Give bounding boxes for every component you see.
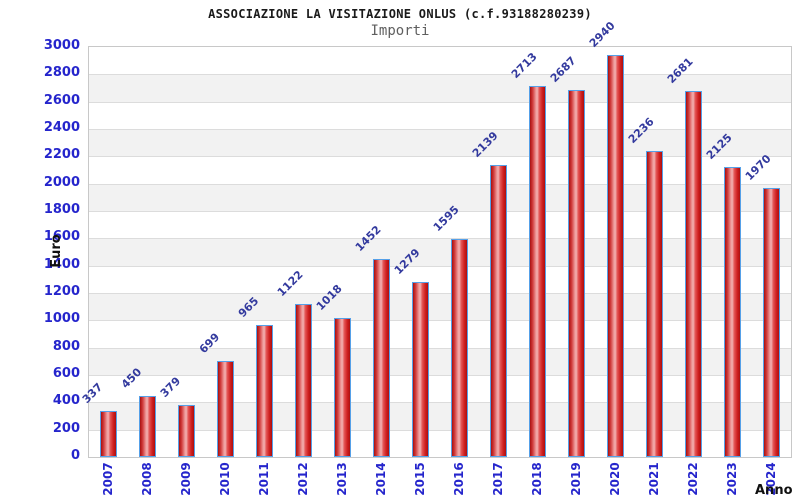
x-tick-label: 2013 <box>334 462 349 496</box>
x-axis-title: Anno <box>755 483 793 498</box>
chart-subtitle: Importi <box>370 23 430 39</box>
y-tick-label: 3000 <box>43 38 80 53</box>
y-tick-label: 200 <box>52 420 80 436</box>
y-tick-label: 1000 <box>43 311 80 327</box>
bar-2017 <box>490 164 507 457</box>
x-tick-label: 2015 <box>412 462 427 496</box>
x-tick-label: 2016 <box>451 462 466 496</box>
y-tick-label: 0 <box>70 448 80 463</box>
bar-2013 <box>334 317 351 457</box>
bar-2008 <box>139 395 156 457</box>
y-tick-label: 1800 <box>43 202 80 217</box>
x-tick-label: 2018 <box>529 462 544 496</box>
grid-band <box>89 156 791 184</box>
bar-2007 <box>100 410 117 457</box>
x-tick-label: 2021 <box>646 462 661 496</box>
bar-2010 <box>217 361 234 457</box>
bar-2022 <box>685 90 702 457</box>
x-tick-label: 2023 <box>724 462 739 496</box>
bar-2011 <box>256 325 273 457</box>
x-tick-label: 2014 <box>373 462 388 496</box>
x-tick-label: 2011 <box>256 462 271 496</box>
bar-2012 <box>295 303 312 457</box>
y-axis-title: Euro <box>49 234 64 268</box>
bar-2016 <box>451 239 468 457</box>
bar-2009 <box>178 405 195 457</box>
grid-band <box>89 183 791 211</box>
x-tick-label: 2009 <box>178 462 193 496</box>
x-tick-label: 2022 <box>685 462 700 496</box>
grid-band <box>89 402 791 430</box>
x-tick-label: 2010 <box>217 462 232 496</box>
y-tick-label: 600 <box>52 366 80 381</box>
y-tick-label: 800 <box>52 338 80 354</box>
bar-2019 <box>568 89 585 457</box>
bar-2015 <box>412 282 429 457</box>
y-tick-label: 1400 <box>43 256 80 272</box>
grid-band <box>89 265 791 293</box>
plot-area: 337 450 379 699 965 1122 1018 1452 1279 1595 2139 2… <box>80 19 792 458</box>
chart-title: ASSOCIAZIONE LA VISITAZIONE ONLUS (c.f.9… <box>208 7 592 21</box>
grid-band <box>89 129 791 157</box>
y-tick-label: 2000 <box>43 174 80 190</box>
bar-2024 <box>763 187 780 457</box>
grid-band <box>89 101 791 129</box>
grid-band <box>89 211 791 239</box>
y-tick-label: 400 <box>52 393 80 409</box>
bar-2021 <box>646 151 663 457</box>
grid-band <box>89 347 791 375</box>
y-tick-label: 1200 <box>43 284 80 299</box>
grid-band <box>89 320 791 348</box>
grid-band <box>89 375 791 403</box>
y-tick-label: 2800 <box>43 65 80 81</box>
x-tick-label: 2019 <box>568 462 583 496</box>
x-tick-label: 2008 <box>139 462 154 496</box>
bar-2014 <box>373 258 390 457</box>
x-tick-label: 2017 <box>490 462 505 496</box>
y-tick-label: 2200 <box>43 147 80 163</box>
grid-band <box>89 429 791 457</box>
y-tick-label: 2400 <box>43 120 80 135</box>
grid-band <box>89 74 791 102</box>
x-tick-label: 2012 <box>295 462 310 496</box>
x-tick-label: 2007 <box>100 462 115 496</box>
bar-2020 <box>607 55 624 457</box>
grid-band <box>89 293 791 321</box>
grid-band <box>89 238 791 266</box>
y-tick-label: 2600 <box>43 92 80 108</box>
y-tick-label: 1600 <box>43 229 80 245</box>
x-tick-label: 2020 <box>607 462 622 496</box>
grid-band <box>89 47 791 75</box>
bar-2018 <box>529 86 546 457</box>
bar-2023 <box>724 166 741 457</box>
